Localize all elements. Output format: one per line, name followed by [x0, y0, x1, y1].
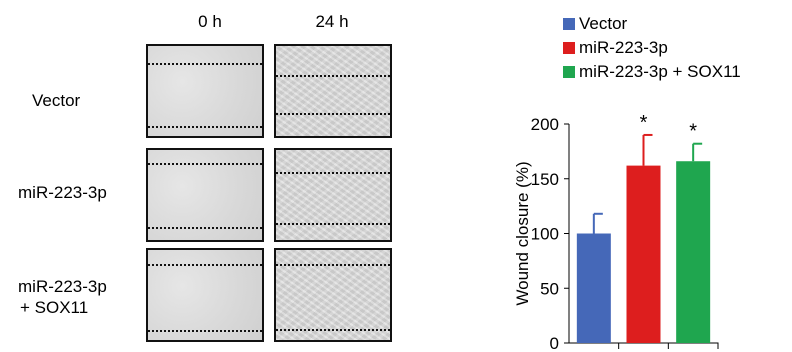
- wound-edge-line: [148, 126, 262, 128]
- wound-edge-line: [148, 163, 262, 165]
- significance-marker: *: [689, 121, 697, 143]
- legend-label: miR-223-3p: [579, 38, 668, 57]
- legend-swatch: [563, 42, 575, 54]
- wound-edge-line: [276, 264, 390, 266]
- y-tick-label: 50: [540, 279, 559, 298]
- wound-edge-line: [276, 113, 390, 115]
- legend-item-mir-sox11: miR-223-3p + SOX11: [563, 62, 741, 82]
- legend-label: miR-223-3p + SOX11: [579, 62, 741, 81]
- legend-swatch: [563, 66, 575, 78]
- micrograph-mir-0h: [146, 148, 264, 242]
- micrograph-mir-24h: [274, 148, 392, 242]
- column-label-24h: 24 h: [272, 12, 392, 32]
- legend-item-vector: Vector: [563, 14, 627, 34]
- row-label-vector: Vector: [32, 90, 80, 111]
- row-label-mir: miR-223-3p: [18, 182, 107, 203]
- y-tick-label: 150: [531, 170, 559, 189]
- column-label-0h: 0 h: [150, 12, 270, 32]
- wound-edge-line: [276, 223, 390, 225]
- legend-item-mir: miR-223-3p: [563, 38, 668, 58]
- bar-1: [627, 166, 661, 343]
- legend-swatch: [563, 18, 575, 30]
- row-label-line: miR-223-3p: [18, 276, 107, 297]
- micrograph-mir-sox11-0h: [146, 248, 264, 342]
- wound-edge-line: [148, 227, 262, 229]
- bar-0: [577, 234, 611, 344]
- bar-2: [676, 161, 710, 343]
- y-tick-label: 100: [531, 225, 559, 244]
- wound-edge-line: [276, 329, 390, 331]
- row-label-line: Vector: [32, 91, 80, 110]
- row-label-line: + SOX11: [18, 297, 107, 318]
- wound-edge-line: [276, 172, 390, 174]
- y-tick-label: 0: [550, 334, 559, 352]
- wound-closure-bar-chart: 0 50 100 150 200 Wound closure (%) * *: [480, 100, 780, 352]
- row-label-line: miR-223-3p: [18, 183, 107, 202]
- wound-edge-line: [148, 63, 262, 65]
- y-axis-label: Wound closure (%): [513, 161, 532, 305]
- micrograph-vector-24h: [274, 44, 392, 138]
- wound-edge-line: [148, 330, 262, 332]
- wound-edge-line: [276, 75, 390, 77]
- significance-marker: *: [640, 112, 648, 134]
- wound-edge-line: [148, 264, 262, 266]
- y-tick-label: 200: [531, 115, 559, 134]
- micrograph-vector-0h: [146, 44, 264, 138]
- row-label-mir-sox11: miR-223-3p + SOX11: [18, 276, 107, 318]
- legend-label: Vector: [579, 14, 627, 33]
- micrograph-mir-sox11-24h: [274, 248, 392, 342]
